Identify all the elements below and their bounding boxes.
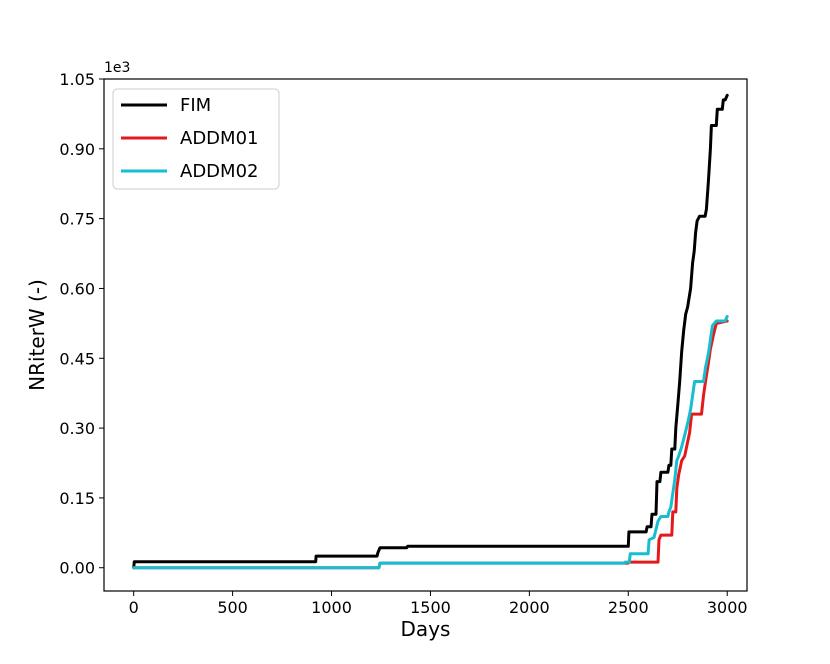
y-exponent-label: 1e3 [104, 60, 130, 76]
legend: FIM ADDM01 ADDM02 [112, 88, 280, 190]
y-axis: 0.00 0.15 0.30 0.45 0.60 0.75 0.90 1.05 [59, 70, 104, 578]
y-axis-title: NRiterW (-) [25, 279, 49, 391]
x-tick-label: 500 [217, 598, 248, 617]
plot-frame [103, 78, 748, 592]
x-tick-label: 1500 [410, 598, 451, 617]
series-line-fim [132, 93, 729, 570]
x-axis: 0 500 1000 1500 2000 2500 3000 [129, 591, 748, 617]
series-layer [132, 93, 729, 570]
x-tick-label: 2000 [509, 598, 550, 617]
x-tick-label: 0 [129, 598, 139, 617]
y-tick-label: 0.15 [59, 489, 95, 508]
x-tick-label: 2500 [608, 598, 649, 617]
y-tick-label: 0.00 [59, 559, 95, 578]
series-line-addm01 [132, 319, 729, 570]
legend-label-fim: FIM [180, 95, 211, 116]
y-tick-label: 0.45 [59, 349, 95, 368]
legend-label-addm01: ADDM01 [180, 128, 258, 149]
y-tick-label: 0.60 [59, 279, 95, 298]
y-tick-label: 0.75 [59, 210, 95, 229]
legend-label-addm02: ADDM02 [180, 161, 258, 182]
y-tick-label: 1.05 [59, 70, 95, 89]
x-tick-label: 1000 [311, 598, 352, 617]
x-axis-title: Days [401, 617, 451, 641]
y-tick-label: 0.90 [59, 140, 95, 159]
series-line-addm02 [132, 314, 729, 570]
y-tick-label: 0.30 [59, 419, 95, 438]
legend-box [112, 88, 280, 190]
x-tick-label: 3000 [707, 598, 748, 617]
